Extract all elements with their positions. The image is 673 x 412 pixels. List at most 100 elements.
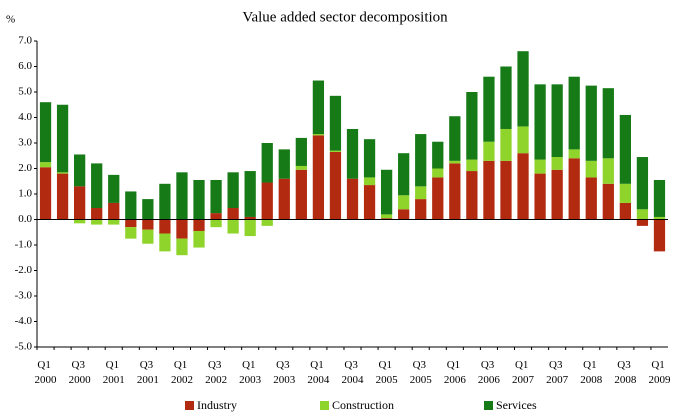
bar-segment	[449, 116, 461, 161]
bar-segment	[380, 169, 393, 215]
y-tick-label: 1.0	[18, 188, 32, 200]
bar-segment	[449, 160, 461, 164]
bar-segment	[398, 153, 410, 196]
y-tick-label: -2.0	[15, 264, 33, 276]
bar-segment	[227, 219, 239, 234]
bar-segment	[295, 169, 307, 220]
y-tick-label: 4.0	[18, 111, 32, 123]
y-axis-label: %	[6, 14, 15, 26]
y-tick-label: -3.0	[15, 290, 33, 302]
legend-label: Industry	[197, 398, 237, 412]
bar-segment	[261, 182, 273, 220]
bar-segment	[602, 183, 614, 220]
bar-segment	[483, 160, 495, 220]
bar-segment	[653, 179, 666, 217]
bar-segment	[380, 218, 393, 220]
bar-segment	[278, 178, 290, 220]
bar-segment	[653, 216, 666, 220]
bar-segment	[210, 213, 222, 220]
bar-segment	[432, 177, 444, 220]
bar-segment	[125, 191, 137, 220]
x-tick-label: Q3 2006	[478, 359, 501, 386]
x-tick-label: Q3 2005	[410, 359, 433, 386]
bar-segment	[74, 219, 86, 224]
bar-segment	[551, 84, 563, 158]
bar-segment	[449, 163, 461, 220]
legend-swatch	[185, 401, 194, 410]
bar-segment	[398, 195, 410, 210]
bar-segment	[56, 172, 69, 174]
bar-segment	[346, 178, 359, 220]
bar-segment	[159, 233, 171, 252]
bar-segment	[568, 149, 580, 159]
bar-segment	[380, 214, 393, 219]
bar-segment	[483, 141, 495, 161]
bar-segment	[415, 199, 427, 220]
bar-segment	[500, 66, 512, 129]
x-tick-label: Q1 2005	[376, 359, 399, 386]
x-tick-label: Q3 2003	[273, 359, 296, 386]
y-tick-label: 6.0	[18, 60, 32, 72]
bar-segment	[125, 227, 137, 239]
bar-segment	[363, 177, 376, 186]
legend-label: Construction	[332, 398, 394, 412]
bar-segment	[210, 219, 222, 228]
legend-swatch	[320, 401, 329, 410]
x-tick-label: Q1 2008	[580, 359, 603, 386]
y-tick-label: -5.0	[15, 341, 33, 353]
y-tick-label: 0.0	[18, 213, 32, 225]
bar-segment	[585, 177, 597, 220]
bar-segment	[619, 183, 631, 203]
bar-segment	[142, 199, 154, 220]
bar-segment	[398, 209, 410, 220]
bar-segment	[39, 102, 52, 163]
y-tick-label: -4.0	[15, 315, 33, 327]
bar-segment	[227, 208, 239, 220]
bar-segment	[329, 151, 342, 220]
bar-segment	[500, 128, 512, 161]
bar-segment	[210, 179, 222, 214]
x-tick-label: Q1 2007	[512, 359, 535, 386]
bar-segment	[653, 219, 666, 252]
bar-segment	[534, 84, 546, 160]
bar-segment	[108, 202, 120, 220]
x-tick-label: Q1 2002	[171, 359, 193, 386]
bar-segment	[517, 51, 529, 127]
legend-swatch	[484, 401, 493, 410]
bar-segment	[108, 174, 120, 203]
bar-segment	[125, 219, 137, 228]
bar-segment	[193, 230, 205, 248]
bar-segment	[142, 229, 154, 244]
bar-segment	[295, 165, 307, 170]
bar-segment	[636, 157, 649, 210]
bar-segment	[244, 171, 256, 217]
bar-segment	[278, 149, 290, 179]
y-tick-label: 3.0	[18, 137, 32, 149]
bar-segment	[551, 169, 563, 220]
bar-segment	[56, 173, 69, 220]
bar-segment	[636, 209, 649, 220]
bar-segment	[91, 208, 103, 220]
bar-segment	[363, 139, 376, 178]
chart-title: Value added sector decomposition	[242, 9, 448, 25]
bar-segment	[193, 179, 205, 220]
bar-segment	[585, 85, 597, 161]
bar-segment	[517, 126, 529, 154]
bar-segment	[432, 168, 444, 178]
bar-segment	[176, 172, 188, 220]
y-tick-label: 7.0	[18, 35, 32, 47]
bar-segment	[568, 158, 580, 220]
bar-segment	[193, 219, 205, 231]
bar-segment	[244, 216, 256, 220]
bar-segment	[363, 185, 376, 220]
bar-segment	[176, 238, 188, 256]
bar-segment	[312, 135, 325, 220]
bar-segment	[534, 173, 546, 220]
bar-segment	[619, 202, 631, 220]
bar-segment	[329, 150, 342, 152]
bar-segment	[108, 219, 120, 225]
bar-segment	[261, 219, 273, 226]
bar-segment	[56, 104, 69, 173]
bar-segment	[142, 219, 154, 230]
